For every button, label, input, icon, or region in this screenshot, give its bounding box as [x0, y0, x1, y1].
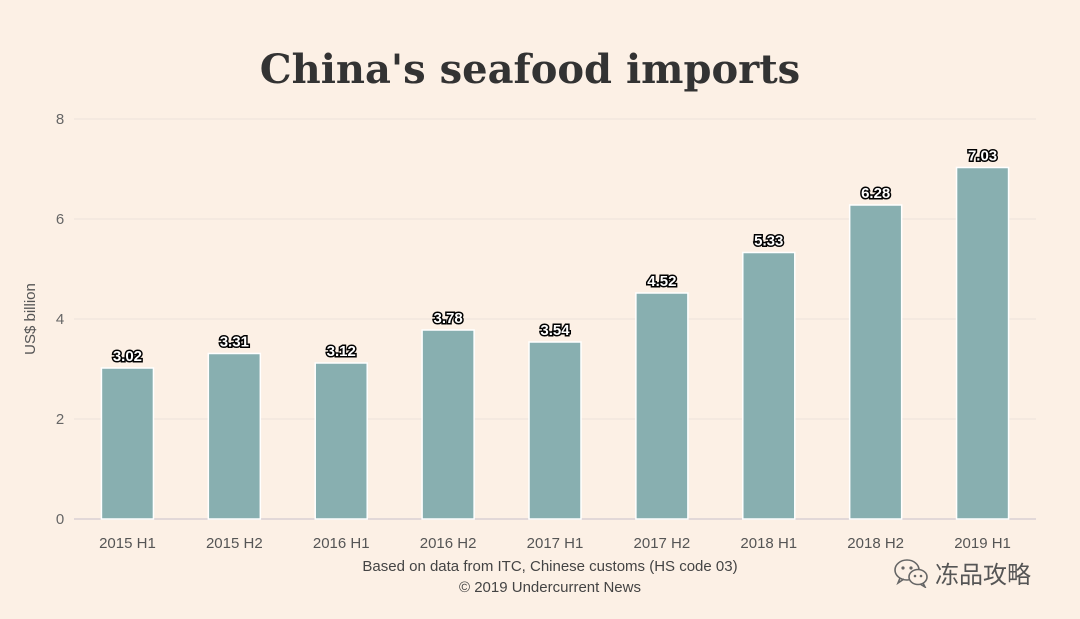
- wechat-icon: [894, 558, 928, 588]
- bar-2016-h1: [314, 362, 368, 520]
- bar-2015-h2: [207, 352, 262, 520]
- data-label: 5.33: [754, 233, 783, 250]
- bar-2017-h2: [635, 292, 689, 520]
- x-tick-label: 2017 H1: [527, 535, 584, 552]
- data-label: 3.02: [113, 348, 142, 365]
- x-tick-label: 2018 H2: [847, 535, 904, 552]
- y-tick-label: 8: [56, 111, 64, 128]
- x-axis-ticks: 2015 H1 2015 H2 2016 H1 2016 H2 2017 H1 2017 …: [99, 535, 1011, 552]
- data-label: 4.52: [647, 273, 676, 290]
- bar-2018-h2: [848, 204, 903, 520]
- source-note: Based on data from ITC, Chinese customs …: [362, 558, 738, 575]
- data-label: 3.78: [434, 310, 463, 327]
- bar-2017-h1: [528, 341, 582, 520]
- watermark-text: 冻品攻略: [935, 561, 1031, 589]
- bars: [100, 166, 1010, 520]
- y-tick-label: 0: [56, 511, 64, 528]
- x-tick-label: 2016 H1: [313, 535, 370, 552]
- data-label: 3.31: [220, 334, 249, 351]
- data-label: 3.54: [540, 322, 570, 339]
- watermark: 冻品攻略: [893, 555, 1031, 590]
- bar-2016-h2: [421, 329, 475, 520]
- data-label: 7.03: [968, 148, 997, 165]
- x-tick-label: 2019 H1: [954, 535, 1011, 552]
- y-tick-label: 6: [56, 211, 64, 228]
- data-labels: 3.02 3.31 3.12 3.78 3.54 4.52 5.33 6.28 7.03: [111, 146, 998, 367]
- bar-2018-h1: [742, 251, 796, 520]
- bar-2019-h1: [955, 166, 1010, 520]
- x-tick-label: 2015 H2: [206, 535, 263, 552]
- x-tick-label: 2017 H2: [634, 535, 691, 552]
- bar-2015-h1: [100, 367, 155, 520]
- copyright-note: © 2019 Undercurrent News: [459, 579, 641, 596]
- y-tick-label: 2: [56, 411, 64, 428]
- chart-title: China's seafood imports: [259, 46, 801, 93]
- y-axis-label: US$ billion: [22, 283, 39, 355]
- data-label: 3.12: [327, 343, 356, 360]
- y-tick-label: 4: [56, 311, 64, 328]
- x-tick-label: 2015 H1: [99, 535, 156, 552]
- x-tick-label: 2016 H2: [420, 535, 477, 552]
- x-tick-label: 2018 H1: [740, 535, 797, 552]
- data-label: 6.28: [861, 185, 890, 202]
- y-axis-ticks: 0 2 4 6 8: [56, 111, 64, 528]
